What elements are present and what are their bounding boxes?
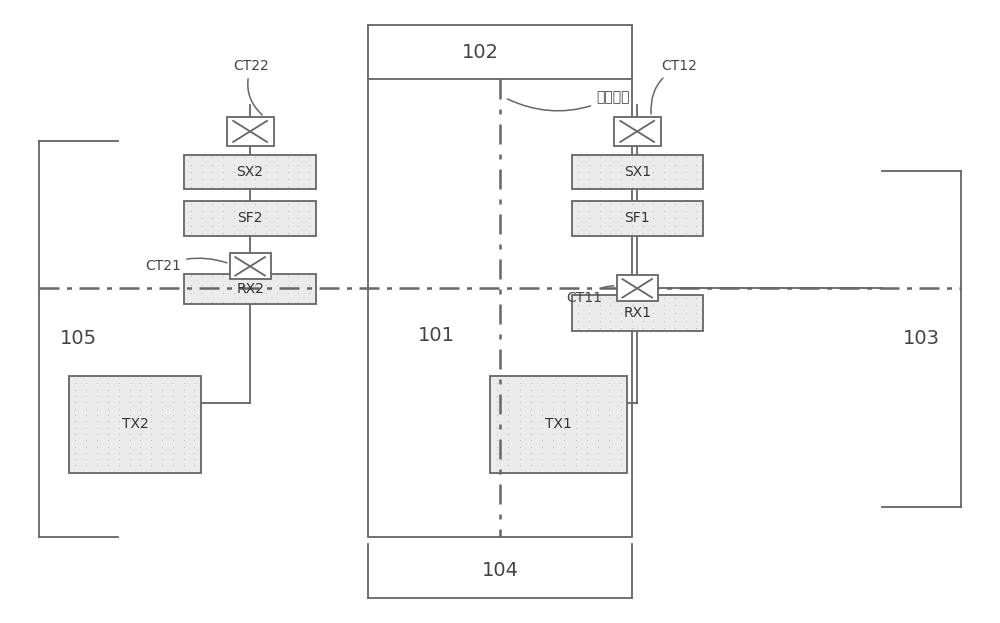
Text: SX2: SX2	[237, 165, 264, 179]
Bar	[572, 295, 703, 331]
Text: CT11: CT11	[567, 286, 614, 305]
Text: SF2: SF2	[237, 211, 263, 226]
Text: CT21: CT21	[145, 258, 227, 273]
Text: SF1: SF1	[624, 211, 650, 226]
Text: 104: 104	[482, 561, 518, 581]
Bar	[69, 376, 201, 473]
Text: RX2: RX2	[236, 282, 264, 296]
Bar	[184, 155, 316, 189]
Bar	[617, 275, 658, 301]
Text: 101: 101	[418, 326, 455, 345]
Text: CT22: CT22	[233, 59, 269, 115]
Text: 103: 103	[903, 330, 940, 348]
Text: RX1: RX1	[623, 306, 651, 320]
Bar	[614, 117, 661, 146]
Text: TX1: TX1	[545, 417, 572, 432]
Bar	[227, 117, 274, 146]
Bar	[368, 80, 632, 538]
Text: SX1: SX1	[624, 165, 651, 179]
Bar	[572, 155, 703, 189]
Bar	[184, 273, 316, 304]
Text: 102: 102	[462, 42, 499, 62]
Bar	[184, 201, 316, 235]
Text: TX2: TX2	[122, 417, 148, 432]
Bar	[572, 201, 703, 235]
Text: 切线位置: 切线位置	[507, 90, 630, 111]
Bar	[490, 376, 627, 473]
Text: CT12: CT12	[651, 59, 698, 114]
Text: 105: 105	[60, 330, 97, 348]
Bar	[230, 254, 271, 279]
